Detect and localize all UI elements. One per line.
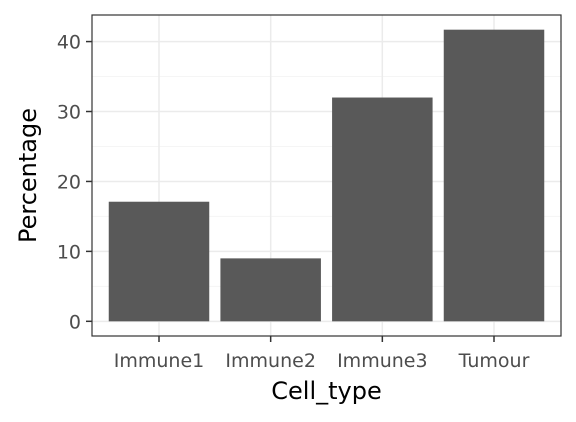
y-tick-label: 40	[57, 32, 81, 54]
y-tick-label: 10	[57, 241, 81, 263]
y-axis-title: Percentage	[14, 108, 42, 243]
y-tick-label: 30	[57, 102, 81, 124]
x-tick-label: Immune3	[337, 350, 427, 372]
bar-immune1	[108, 201, 210, 322]
y-tick-label: 0	[69, 311, 81, 333]
bar-immune3	[332, 97, 433, 322]
y-tick-label: 20	[57, 171, 81, 193]
bars	[108, 29, 545, 322]
axis-ticks: 0 10 20 30 40 Immune1 Immune2 Immune3 Tumour	[57, 32, 530, 372]
x-tick-label: Immune2	[225, 350, 315, 372]
x-axis-title: Cell_type	[271, 377, 381, 405]
bar-immune2	[220, 258, 321, 322]
panel-border	[91, 14, 562, 337]
x-tick-label: Tumour	[458, 350, 530, 372]
x-tick-label: Immune1	[114, 350, 204, 372]
bar-tumour	[443, 29, 545, 322]
